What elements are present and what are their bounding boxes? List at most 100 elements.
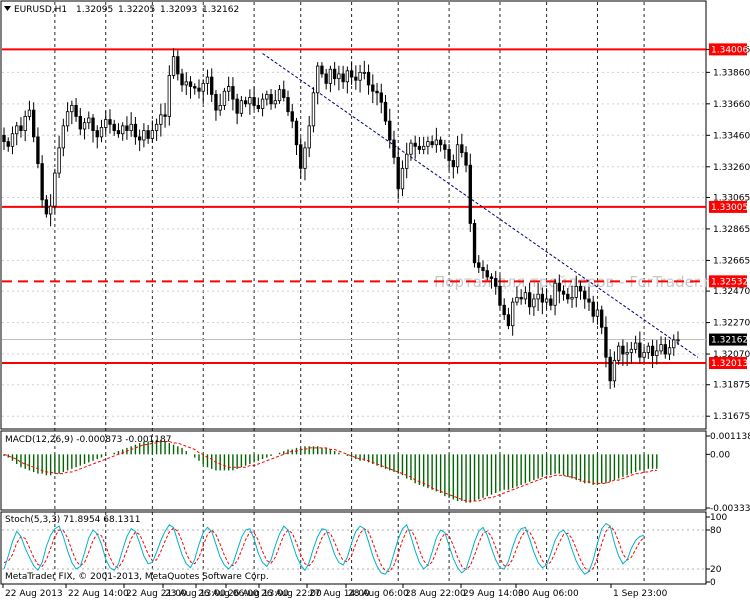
candle-body-13 [57,147,61,174]
support-resistance-levels [2,48,706,365]
candle-body-1 [6,141,10,147]
time-tick-label-6: 26 Aug 22:00 [261,589,322,599]
candle-body-145 [616,345,621,361]
candle-body-28 [121,125,125,135]
candle-body-130 [553,282,557,306]
candle-body-155 [659,344,663,352]
candle-body-115 [489,276,494,279]
candle-body-137 [583,290,587,300]
candle-body-91 [388,120,392,141]
candle-body-36 [154,123,159,131]
candle-body-89 [379,92,383,103]
candle-body-56 [239,100,244,114]
candle-body-99 [421,145,426,150]
candle-body-96 [409,142,413,155]
candle-body-139 [591,301,595,317]
candle-body-114 [485,270,489,278]
candle-body-61 [260,98,265,109]
level-tag-label-0: 1.34006 [711,45,748,55]
macd-tick-label-0: 0.001138 [710,432,750,442]
candle-body-4 [19,125,23,131]
candle-body-87 [371,84,375,92]
candle-body-76 [324,73,328,84]
candle-body-92 [392,139,396,158]
price-tick-label-4: 1.33260 [713,163,750,173]
candlesticks [2,48,680,389]
price-tick-label-7: 1.32665 [713,256,750,266]
candle-body-157 [667,347,672,355]
candle-body-33 [142,130,146,141]
price-axis: 1.34006 1.33860 1.33660 1.33460 1.33260 1.330… [706,43,750,422]
candle-body-113 [481,267,485,272]
stoch-tick-label-0: 100 [710,513,727,523]
candle-body-64 [273,100,277,105]
candle-body-86 [366,71,371,86]
candle-body-58 [248,97,252,105]
time-tick-label-2: 22 Aug 21:00 [126,589,187,599]
stochastic-lines [2,522,706,575]
ohlc-low: 1.32093 [160,5,197,15]
candle-body-30 [129,123,133,131]
candle-body-111 [472,223,477,264]
candle-body-29 [125,125,129,131]
dropdown-triangle-icon[interactable] [4,6,11,11]
stoch-main-polyline [3,522,645,575]
macd-signal-line [3,440,657,502]
candle-body-124 [527,292,532,308]
candle-body-37 [159,114,163,125]
candle-body-119 [506,314,511,327]
candle-body-128 [544,298,549,303]
price-tick-label-3: 1.33460 [713,131,750,141]
time-tick-label-10: 29 Aug 14:00 [463,589,524,599]
time-tick-label-9: 28 Aug 22:00 [405,589,466,599]
candle-body-95 [405,153,409,169]
candle-body-26 [112,123,116,131]
candle-body-88 [375,90,379,94]
candle-body-100 [426,141,430,147]
candle-body-94 [400,167,405,190]
candle-body-66 [282,89,286,98]
price-tick-label-11: 1.31875 [713,381,750,391]
candle-body-73 [311,92,316,127]
candle-body-45 [193,86,197,89]
macd-tick-label-2: -0.003333 [710,504,750,514]
chart-header: EURUSD,H1 1.32095 1.32205 1.32093 1.3216… [4,5,239,15]
candle-body-141 [600,309,604,328]
candle-body-154 [655,350,659,357]
candle-body-3 [15,125,19,135]
candle-body-82 [349,70,354,78]
level-tag-2 [709,275,747,288]
candle-body-31 [133,123,138,138]
candle-body-101 [430,141,434,146]
time-tick-label-5: 26 Aug 13:00 [228,589,289,599]
candle-body-126 [536,293,540,300]
candle-body-83 [354,76,358,81]
candle-body-49 [210,76,214,95]
candle-body-9 [40,163,44,201]
candle-body-67 [286,97,290,113]
candle-body-79 [337,73,341,80]
candle-body-117 [498,285,502,306]
price-tick-label-6: 1.32865 [713,225,750,235]
candle-body-138 [587,298,591,303]
candle-body-52 [222,90,227,106]
candle-body-51 [218,105,222,111]
candle-body-122 [519,296,523,300]
candle-body-140 [595,309,600,317]
candle-body-108 [460,144,464,154]
price-tick-label-9: 1.32270 [713,319,750,329]
candle-body-143 [608,356,612,382]
candle-body-104 [443,144,447,150]
candle-body-41 [176,56,180,75]
price-tick-label-1: 1.33860 [713,68,750,78]
candle-body-152 [646,345,650,353]
candle-body-97 [413,142,417,147]
stoch-tick-label-2: 20 [710,565,722,575]
candle-body-69 [294,120,299,146]
candle-body-34 [146,130,150,139]
candle-body-35 [150,130,155,139]
time-tick-label-11: 30 Aug 06:00 [518,589,579,599]
time-tick-label-3: 23 Aug 13:00 [165,589,226,599]
